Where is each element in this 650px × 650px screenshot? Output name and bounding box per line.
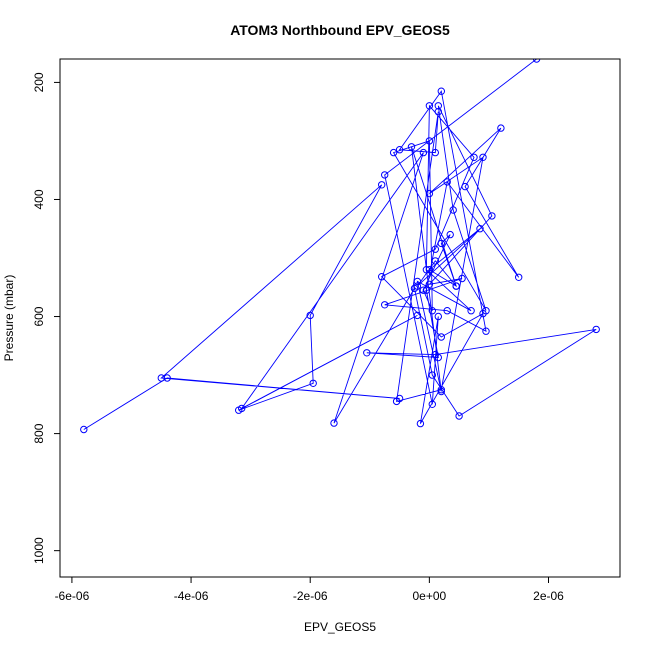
data-point xyxy=(431,245,439,253)
data-point xyxy=(497,124,505,132)
data-point xyxy=(437,387,445,396)
data-point xyxy=(479,153,487,162)
data-point xyxy=(428,371,436,379)
data-point xyxy=(592,325,600,334)
plot-area xyxy=(80,59,600,434)
data-point xyxy=(452,282,460,290)
data-point xyxy=(381,301,389,309)
x-tick-label: -2e-06 xyxy=(293,589,328,603)
data-point xyxy=(515,273,523,281)
data-point xyxy=(467,307,475,315)
y-axis: 200 400 600 800 1000 xyxy=(32,72,61,564)
data-point xyxy=(434,353,442,362)
data-point xyxy=(395,146,404,154)
data-point xyxy=(532,59,541,63)
data-point xyxy=(443,307,451,315)
y-tick-label: 400 xyxy=(32,189,46,209)
data-point xyxy=(449,206,457,214)
data-point xyxy=(389,148,398,157)
data-point xyxy=(363,349,371,357)
data-point xyxy=(437,87,445,95)
data-point xyxy=(431,257,439,265)
chart-title: ATOM3 Northbound EPV_GEOS5 xyxy=(230,22,450,38)
data-point xyxy=(425,137,434,145)
series-layer xyxy=(80,59,600,434)
data-point xyxy=(238,404,246,413)
data-point xyxy=(413,282,422,290)
x-tick-label: 0e+00 xyxy=(413,589,447,603)
data-point xyxy=(470,153,478,162)
x-tick-label: 2e-06 xyxy=(533,589,564,603)
data-point xyxy=(431,148,439,157)
data-point xyxy=(413,277,422,286)
data-point xyxy=(488,212,496,220)
data-point xyxy=(157,374,166,382)
data-point xyxy=(425,266,434,274)
x-tick-label: -4e-06 xyxy=(174,589,209,603)
data-point xyxy=(413,311,422,320)
data-point xyxy=(309,379,317,387)
y-tick-label: 600 xyxy=(32,306,46,326)
y-axis-label: Pressure (mbar) xyxy=(2,275,16,362)
data-point xyxy=(434,108,442,116)
y-tick-label: 200 xyxy=(32,72,46,92)
y-tick-label: 800 xyxy=(32,423,46,443)
data-point xyxy=(392,397,401,406)
data-point xyxy=(378,181,386,189)
data-point xyxy=(416,419,425,428)
data-point xyxy=(437,239,445,248)
data-point xyxy=(419,286,428,294)
data-point xyxy=(428,307,436,315)
x-tick-label: -6e-06 xyxy=(55,589,90,603)
data-point xyxy=(80,425,88,434)
data-point xyxy=(381,171,389,179)
data-point xyxy=(476,225,484,233)
data-point xyxy=(163,374,171,382)
data-point xyxy=(330,419,338,427)
data-point xyxy=(425,102,434,110)
series-line xyxy=(83,59,597,430)
data-point xyxy=(458,274,466,283)
data-point xyxy=(419,148,428,157)
y-tick-label: 1000 xyxy=(32,537,46,564)
x-axis: -6e-06 -4e-06 -2e-06 0e+00 2e-06 xyxy=(55,576,564,603)
data-point xyxy=(425,189,434,198)
data-point xyxy=(437,333,445,341)
x-axis-label: EPV_GEOS5 xyxy=(304,620,376,634)
data-point xyxy=(482,327,490,335)
data-point xyxy=(479,309,487,318)
data-point xyxy=(434,312,442,321)
data-point xyxy=(428,400,436,408)
data-point xyxy=(461,182,469,191)
data-point xyxy=(434,102,442,110)
data-point xyxy=(443,178,451,186)
data-point xyxy=(425,280,434,288)
data-point xyxy=(306,311,314,320)
data-point xyxy=(446,230,454,239)
data-point xyxy=(407,143,416,151)
data-point xyxy=(422,266,431,274)
data-point xyxy=(422,286,431,294)
data-point xyxy=(455,412,463,420)
data-point xyxy=(378,273,386,281)
